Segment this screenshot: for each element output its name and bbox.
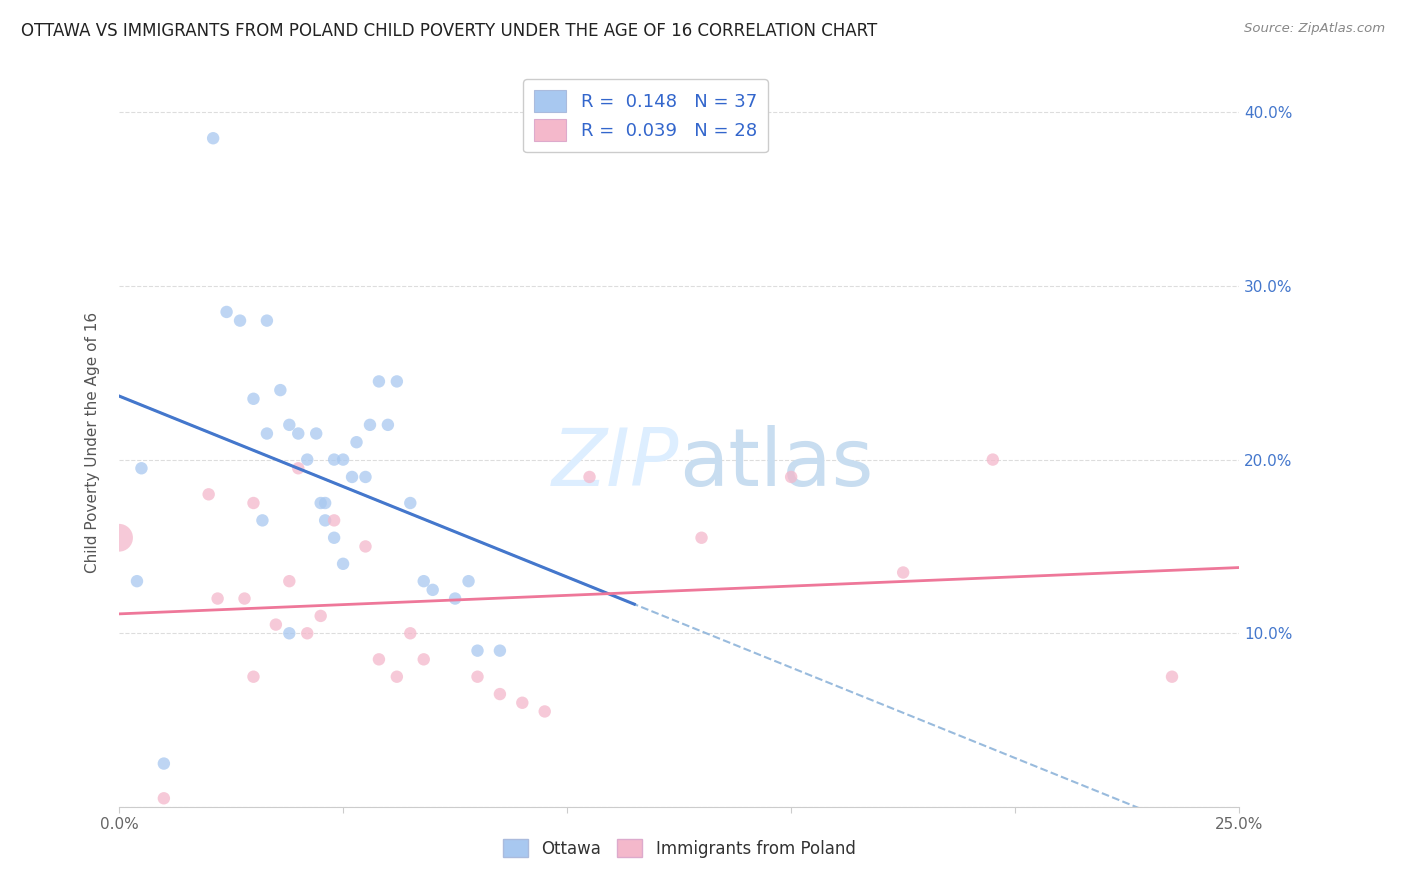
Point <box>314 513 336 527</box>
Point <box>377 417 399 432</box>
Point <box>533 705 555 719</box>
Point <box>332 557 354 571</box>
Point <box>297 626 319 640</box>
Point <box>385 375 408 389</box>
Point <box>153 756 176 771</box>
Y-axis label: Child Poverty Under the Age of 16: Child Poverty Under the Age of 16 <box>86 311 100 573</box>
Point <box>399 496 422 510</box>
Point <box>256 313 278 327</box>
Point <box>233 591 256 606</box>
Point <box>309 496 332 510</box>
Point <box>578 470 600 484</box>
Point <box>368 375 391 389</box>
Text: atlas: atlas <box>679 425 873 503</box>
Point <box>314 496 336 510</box>
Point <box>346 435 368 450</box>
Point <box>278 417 301 432</box>
Point <box>242 496 264 510</box>
Point <box>422 582 444 597</box>
Point <box>278 574 301 589</box>
Legend: R =  0.148   N = 37, R =  0.039   N = 28: R = 0.148 N = 37, R = 0.039 N = 28 <box>523 79 768 153</box>
Point <box>269 383 291 397</box>
Point <box>207 591 229 606</box>
Point <box>467 643 489 657</box>
Point <box>489 643 512 657</box>
Point <box>690 531 713 545</box>
Point <box>368 652 391 666</box>
Point <box>125 574 148 589</box>
Point <box>287 461 309 475</box>
Point <box>305 426 328 441</box>
Text: Source: ZipAtlas.com: Source: ZipAtlas.com <box>1244 22 1385 36</box>
Point <box>309 608 332 623</box>
Point <box>131 461 153 475</box>
Point <box>197 487 219 501</box>
Point <box>489 687 512 701</box>
Point <box>354 540 377 554</box>
Point <box>332 452 354 467</box>
Point <box>323 513 346 527</box>
Point <box>297 452 319 467</box>
Point <box>323 452 346 467</box>
Point <box>780 470 803 484</box>
Point <box>215 305 238 319</box>
Point <box>354 470 377 484</box>
Point <box>252 513 274 527</box>
Point <box>242 392 264 406</box>
Point <box>264 617 287 632</box>
Point <box>242 670 264 684</box>
Point <box>457 574 479 589</box>
Point <box>1161 670 1184 684</box>
Point <box>359 417 381 432</box>
Point <box>467 670 489 684</box>
Point <box>202 131 225 145</box>
Point <box>444 591 467 606</box>
Point <box>256 426 278 441</box>
Point <box>891 566 914 580</box>
Point <box>412 652 434 666</box>
Text: OTTAWA VS IMMIGRANTS FROM POLAND CHILD POVERTY UNDER THE AGE OF 16 CORRELATION C: OTTAWA VS IMMIGRANTS FROM POLAND CHILD P… <box>21 22 877 40</box>
Point <box>385 670 408 684</box>
Point <box>287 426 309 441</box>
Point <box>278 626 301 640</box>
Point <box>340 470 363 484</box>
Point <box>981 452 1004 467</box>
Point <box>399 626 422 640</box>
Point <box>510 696 533 710</box>
Point <box>229 313 252 327</box>
Point <box>412 574 434 589</box>
Point <box>108 531 131 545</box>
Text: ZIP: ZIP <box>551 425 679 503</box>
Point <box>323 531 346 545</box>
Point <box>153 791 176 805</box>
